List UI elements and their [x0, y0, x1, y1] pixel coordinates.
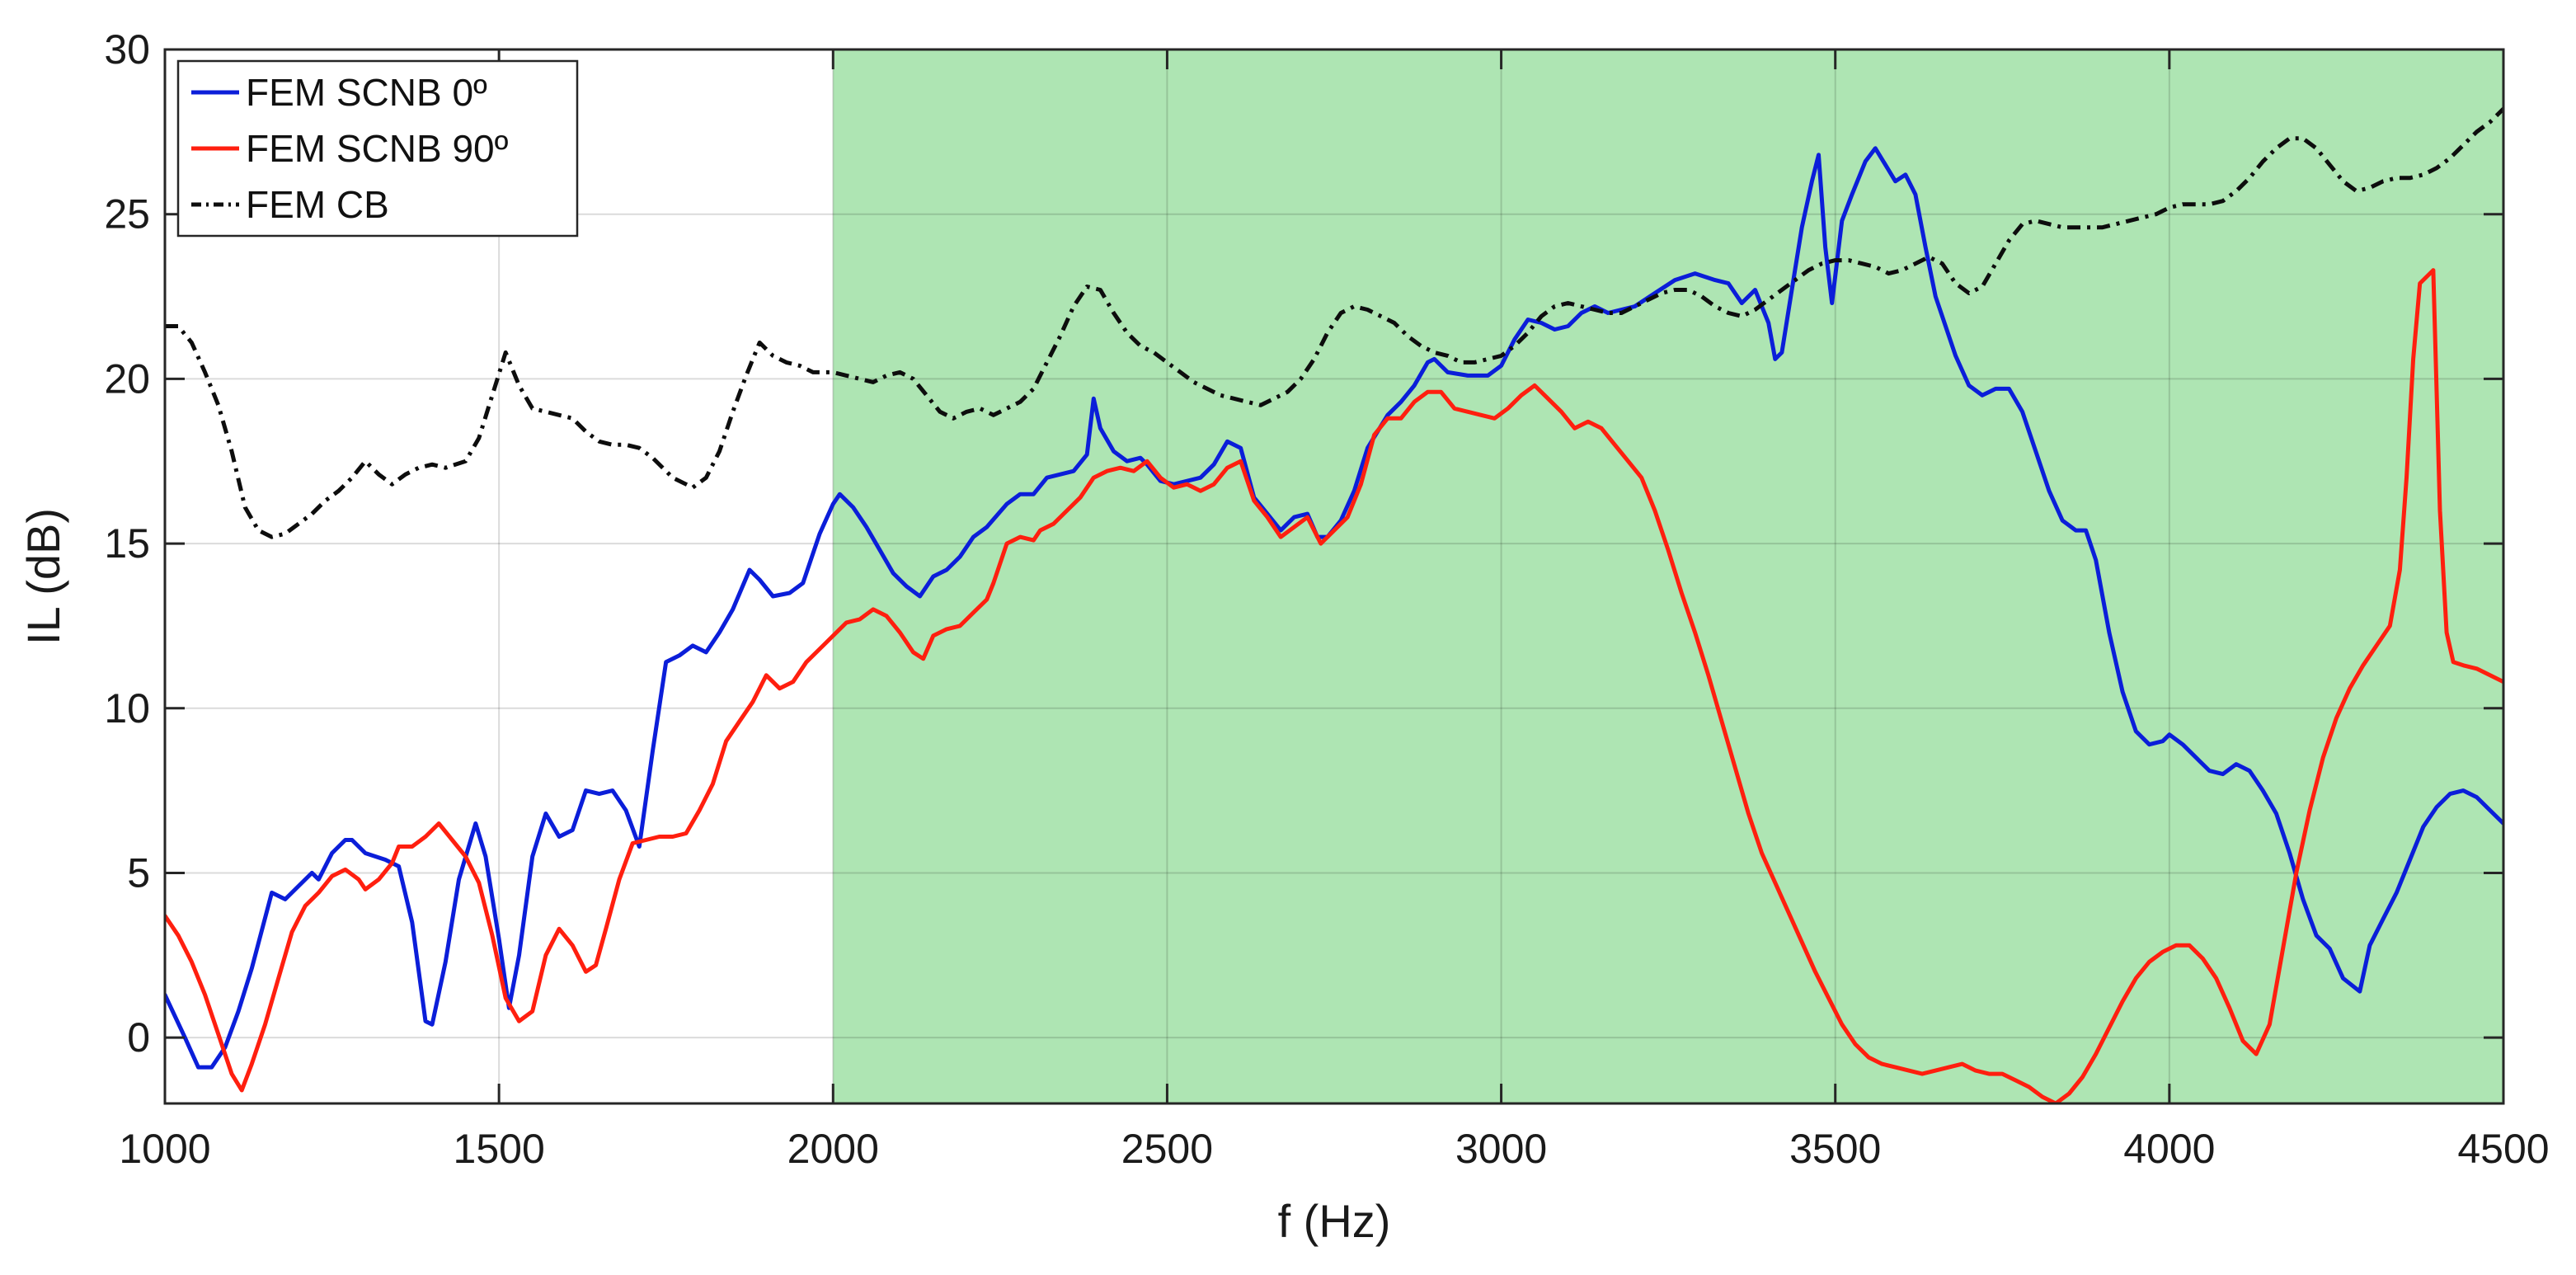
series-line-0 [165, 146, 2503, 1070]
axis-ticks [163, 48, 2505, 1103]
x-tick-labels: 1000 1500 2000 2500 3000 3500 4000 4500 [119, 1126, 2549, 1172]
x-tick-label: 2000 [787, 1126, 879, 1172]
y-tick-label: 10 [104, 685, 150, 732]
x-tick-label: 1500 [454, 1126, 545, 1172]
highlight-region [833, 49, 2504, 1103]
series-lines [165, 107, 2503, 1103]
x-axis-label: f (Hz) [1278, 1195, 1391, 1247]
series-line-1 [165, 268, 2503, 1103]
x-tick-label: 3500 [1789, 1126, 1881, 1172]
y-tick-label: 5 [127, 849, 150, 896]
y-tick-label: 30 [104, 26, 150, 73]
y-axis-label: IL (dB) [17, 508, 69, 645]
y-tick-labels: 0 5 10 15 20 25 30 [104, 26, 150, 1061]
legend-label-cb: FEM CB [246, 183, 389, 226]
x-tick-label: 2500 [1121, 1126, 1213, 1172]
legend-label-scnb-0: FEM SCNB 0º [246, 71, 487, 114]
x-tick-label: 4000 [2123, 1126, 2215, 1172]
y-tick-label: 0 [127, 1014, 150, 1061]
x-tick-label: 1000 [119, 1126, 210, 1172]
y-tick-label: 25 [104, 191, 150, 238]
legend: FEM SCNB 0º FEM SCNB 90º FEM CB [176, 59, 579, 238]
legend-label-scnb-90: FEM SCNB 90º [246, 127, 509, 170]
series-line-2 [165, 107, 2503, 539]
x-tick-label: 3000 [1455, 1126, 1547, 1172]
legend-box [176, 59, 579, 238]
y-tick-label: 15 [104, 520, 150, 567]
grid-lines [165, 49, 2503, 1103]
plot-frame [163, 48, 2505, 1105]
y-tick-label: 20 [104, 355, 150, 402]
x-tick-label: 4500 [2457, 1126, 2549, 1172]
